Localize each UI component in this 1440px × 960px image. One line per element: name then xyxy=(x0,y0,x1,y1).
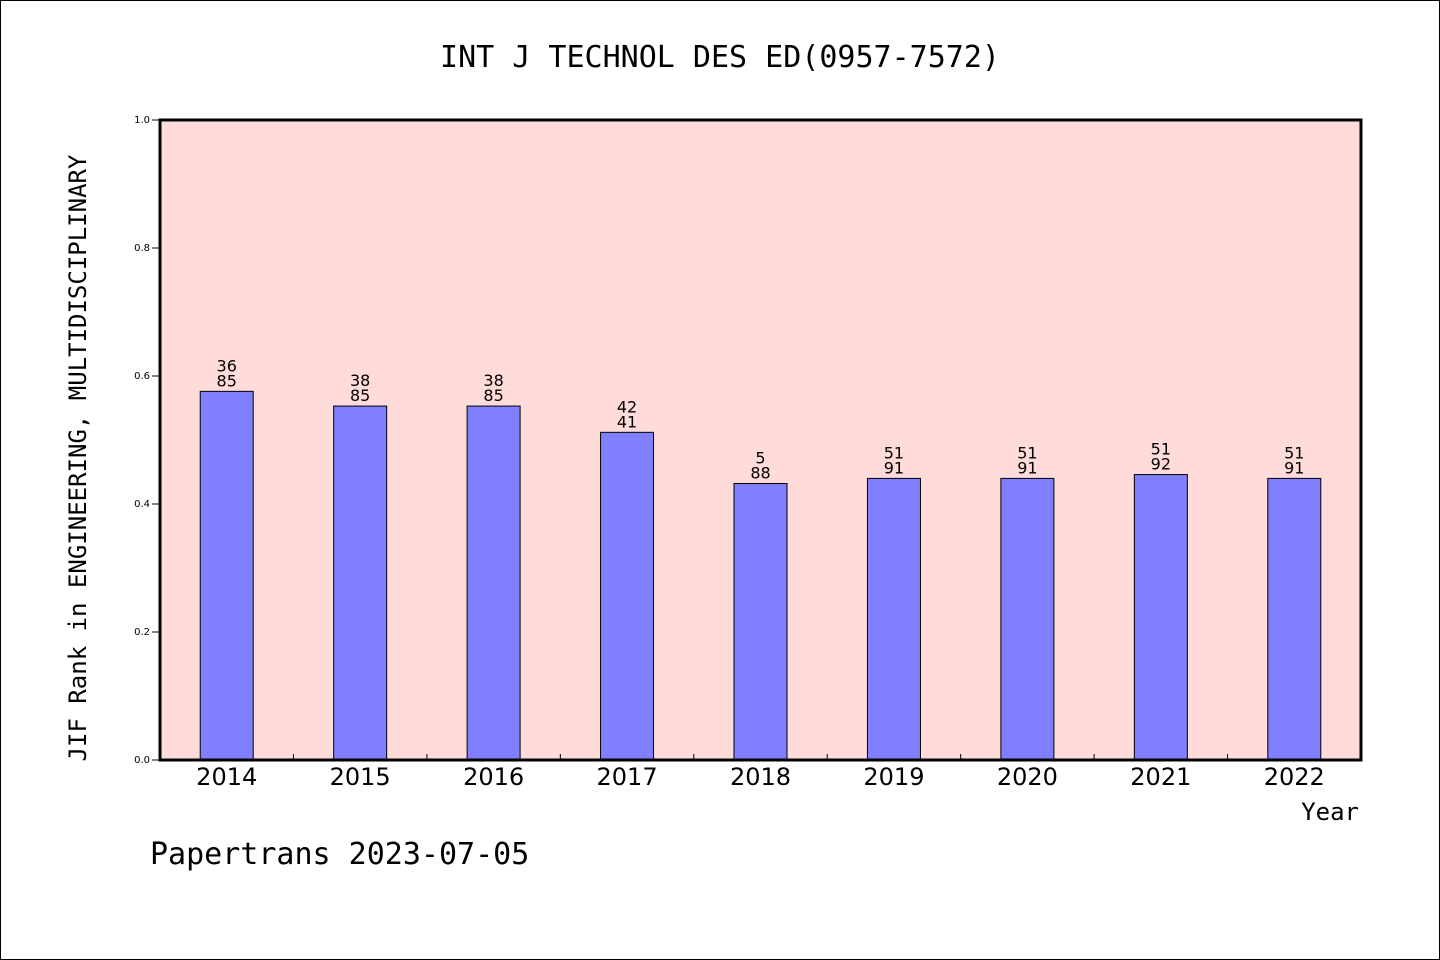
bar-2017 xyxy=(600,431,655,761)
bar-2014 xyxy=(199,390,254,761)
bar-label-total: 91 xyxy=(884,458,904,477)
bar-label-rank: 5 xyxy=(755,449,765,468)
bar-label-rank: 42 xyxy=(617,397,637,416)
x-tick-label: 2017 xyxy=(597,763,658,791)
bar-label-total: 92 xyxy=(1151,455,1171,474)
footer-watermark: Papertrans 2023-07-05 xyxy=(150,837,529,872)
bar-2016 xyxy=(466,405,521,761)
x-tick-label: 2019 xyxy=(863,763,924,791)
bar-label-rank: 51 xyxy=(1017,443,1037,462)
bar-label-total: 41 xyxy=(617,412,637,431)
y-tick-label: 0.8 xyxy=(134,243,150,254)
y-tick-label: 0.6 xyxy=(134,371,150,382)
bar-label-total: 85 xyxy=(217,371,237,390)
bar-2022 xyxy=(1267,477,1322,761)
y-tick-label: 0.4 xyxy=(134,499,150,510)
bar-label-rank: 36 xyxy=(217,356,237,375)
y-tick-label: 1.0 xyxy=(134,115,150,126)
x-axis: 2014 2015 2016 2017 2018 2019 2020 2021 2022 xyxy=(196,754,1325,791)
bar-2018 xyxy=(733,483,788,761)
bar-label-rank: 38 xyxy=(483,371,503,390)
bar-label-total: 91 xyxy=(1017,458,1037,477)
x-axis-label: Year xyxy=(1301,798,1359,826)
bar-2021 xyxy=(1133,474,1188,761)
bar-label-rank: 51 xyxy=(1151,440,1171,459)
bar-2020 xyxy=(1000,477,1055,761)
plot-frame xyxy=(158,118,1363,762)
bar-label-rank: 51 xyxy=(884,443,904,462)
bar-2019 xyxy=(866,477,921,761)
x-tick-label: 2018 xyxy=(730,763,791,791)
bar-label-total: 91 xyxy=(1284,458,1304,477)
x-tick-label: 2021 xyxy=(1130,763,1191,791)
bar-label-rank: 38 xyxy=(350,371,370,390)
chart-title: INT J TECHNOL DES ED(0957-7572) xyxy=(440,40,1000,75)
bar-label-total: 85 xyxy=(483,386,503,405)
x-tick-label: 2022 xyxy=(1264,763,1325,791)
x-tick-label: 2014 xyxy=(196,763,257,791)
x-tick-label: 2020 xyxy=(997,763,1058,791)
y-tick-label: 0.0 xyxy=(134,755,150,766)
y-axis-label: JIF Rank in ENGINEERING, MULTIDISCIPLINA… xyxy=(64,154,92,761)
x-tick-label: 2015 xyxy=(330,763,391,791)
y-tick-label: 0.2 xyxy=(134,627,150,638)
x-tick-label: 2016 xyxy=(463,763,524,791)
bar-label-total: 88 xyxy=(750,464,770,483)
bar-2015 xyxy=(333,405,388,761)
bar-label-rank: 51 xyxy=(1284,443,1304,462)
bar-label-total: 85 xyxy=(350,386,370,405)
